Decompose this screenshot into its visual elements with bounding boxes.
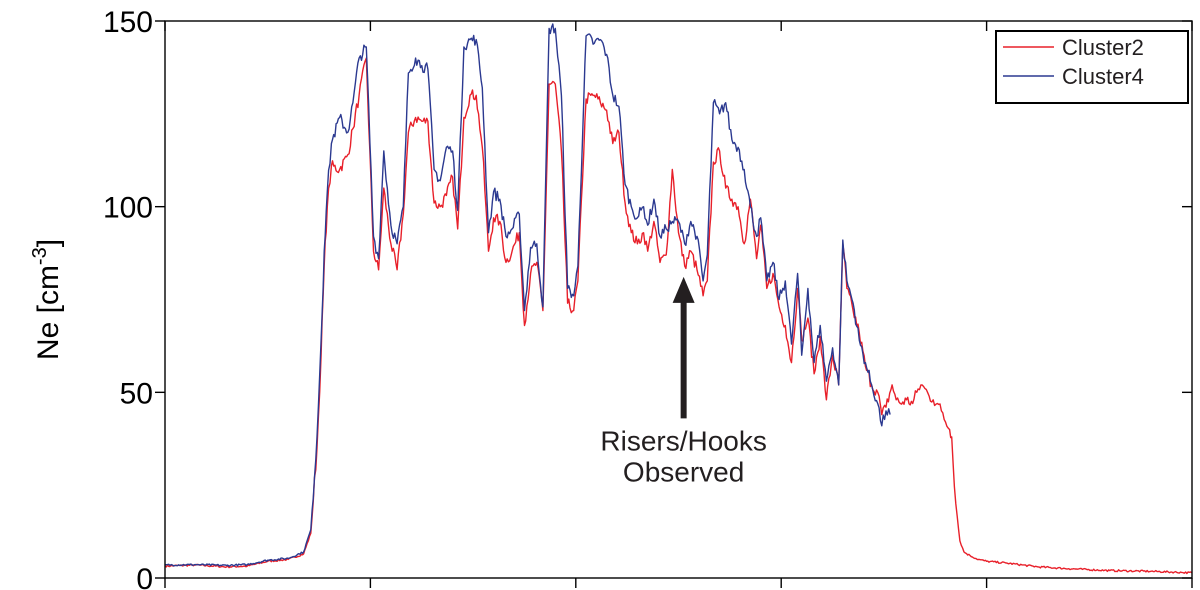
y-tick-labels: 0 50 100 150 <box>103 6 153 590</box>
y-tick-label-50: 50 <box>120 377 153 410</box>
legend: Cluster2 Cluster4 <box>995 30 1189 104</box>
legend-label-cluster4: Cluster4 <box>1062 64 1144 89</box>
y-tick-label-150: 150 <box>103 6 153 39</box>
plot-series-group <box>164 23 1193 575</box>
annotation-risers-hooks: Risers/Hooks Observed <box>600 276 767 487</box>
y-axis-label-main: Ne [cm <box>32 265 65 360</box>
legend-label-cluster2: Cluster2 <box>1062 35 1144 60</box>
annotation-arrow-head <box>672 276 695 303</box>
y-axis-label: Ne [cm-3] <box>29 239 65 360</box>
annotation-text-line2: Observed <box>623 456 744 487</box>
axis-ticks <box>155 20 1193 588</box>
annotation-text-line1: Risers/Hooks <box>600 425 766 456</box>
y-axis-label-superscript: -3 <box>29 247 51 265</box>
y-tick-label-100: 100 <box>103 192 153 225</box>
plot-frame <box>164 20 1193 579</box>
y-tick-label-0: 0 <box>136 563 153 590</box>
series-line-cluster4 <box>164 23 891 567</box>
legend-box <box>995 30 1189 104</box>
series-line-cluster2 <box>164 57 1193 575</box>
y-axis-label-close: ] <box>32 239 65 247</box>
